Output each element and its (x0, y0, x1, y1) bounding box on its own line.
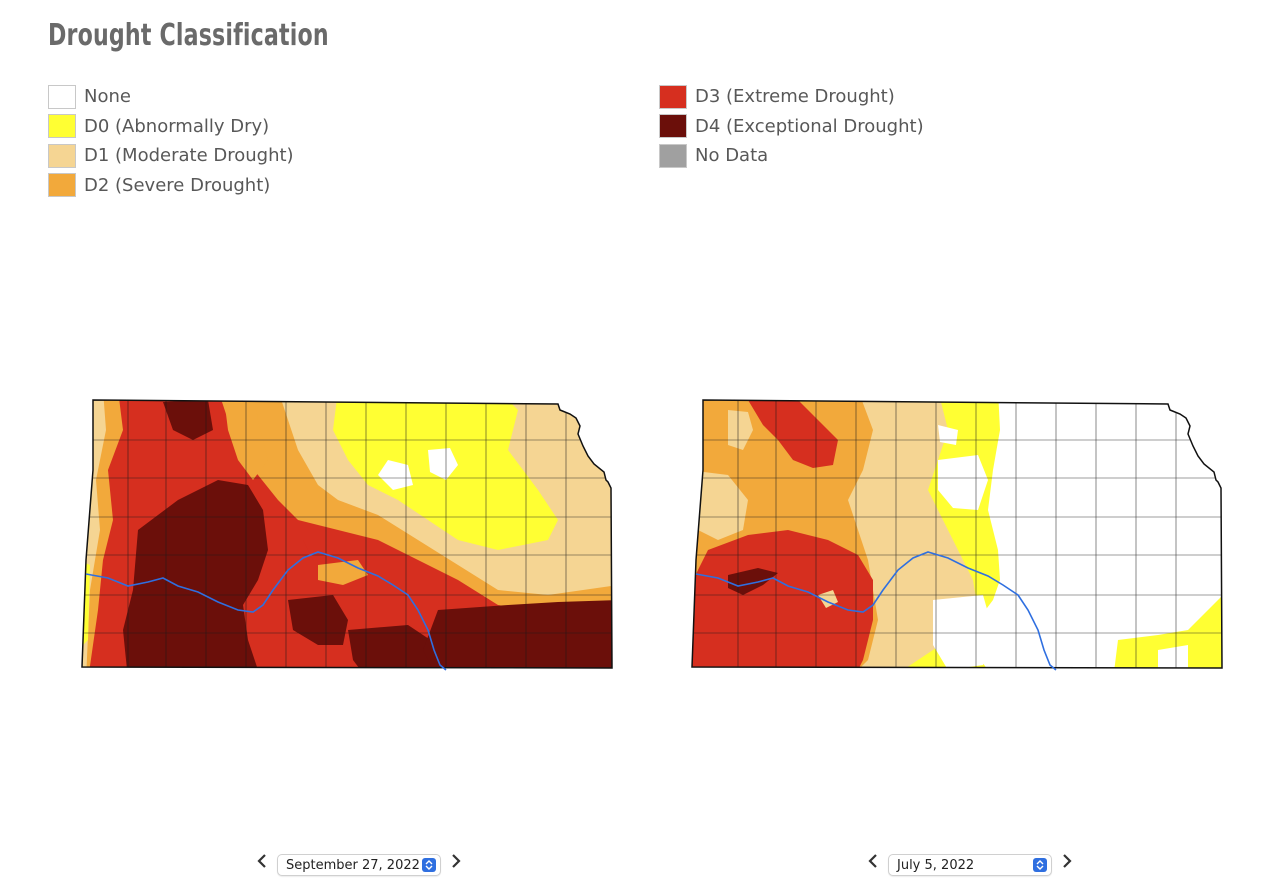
legend-swatch (48, 173, 76, 198)
date-control-left: September 27, 2022 (255, 850, 463, 876)
legend-item-d2: D2 (Severe Drought) (48, 171, 294, 201)
legend-item-d3: D3 (Extreme Drought) (659, 82, 924, 112)
chevron-right-icon[interactable] (449, 852, 463, 870)
date-control-right: July 5, 2022 (866, 850, 1074, 876)
legend-label: D2 (Severe Drought) (84, 174, 271, 196)
chevron-left-icon[interactable] (255, 852, 269, 870)
legend-swatch (659, 114, 687, 139)
legend-column-right: D3 (Extreme Drought) D4 (Exceptional Dro… (659, 82, 924, 171)
legend-item-d1: D1 (Moderate Drought) (48, 141, 294, 171)
select-arrows-icon (1033, 858, 1047, 872)
legend-item-d4: D4 (Exceptional Drought) (659, 112, 924, 142)
legend-swatch (659, 143, 687, 168)
chevron-left-icon[interactable] (866, 852, 880, 870)
select-arrows-icon (422, 858, 436, 872)
legend-item-none: None (48, 82, 294, 112)
kansas-drought-map-september (81, 399, 613, 671)
legend-label: D1 (Moderate Drought) (84, 145, 294, 167)
legend-label: D4 (Exceptional Drought) (695, 115, 924, 137)
legend-label: D0 (Abnormally Dry) (84, 115, 270, 137)
legend-label: No Data (695, 145, 769, 167)
legend-item-d0: D0 (Abnormally Dry) (48, 112, 294, 142)
page-title: Drought Classification (48, 18, 329, 53)
legend-label: None (84, 86, 131, 108)
date-select[interactable]: September 27, 2022 (277, 854, 441, 876)
legend-swatch (48, 84, 76, 109)
kansas-drought-map-july (691, 399, 1223, 671)
legend-swatch (48, 114, 76, 139)
date-select-value: July 5, 2022 (897, 857, 975, 873)
legend-swatch (659, 84, 687, 109)
date-select-value: September 27, 2022 (286, 857, 420, 873)
chevron-right-icon[interactable] (1060, 852, 1074, 870)
legend-swatch (48, 143, 76, 168)
legend-column-left: None D0 (Abnormally Dry) D1 (Moderate Dr… (48, 82, 294, 200)
legend-item-no-data: No Data (659, 141, 924, 171)
legend-label: D3 (Extreme Drought) (695, 86, 895, 108)
date-select[interactable]: July 5, 2022 (888, 854, 1052, 876)
